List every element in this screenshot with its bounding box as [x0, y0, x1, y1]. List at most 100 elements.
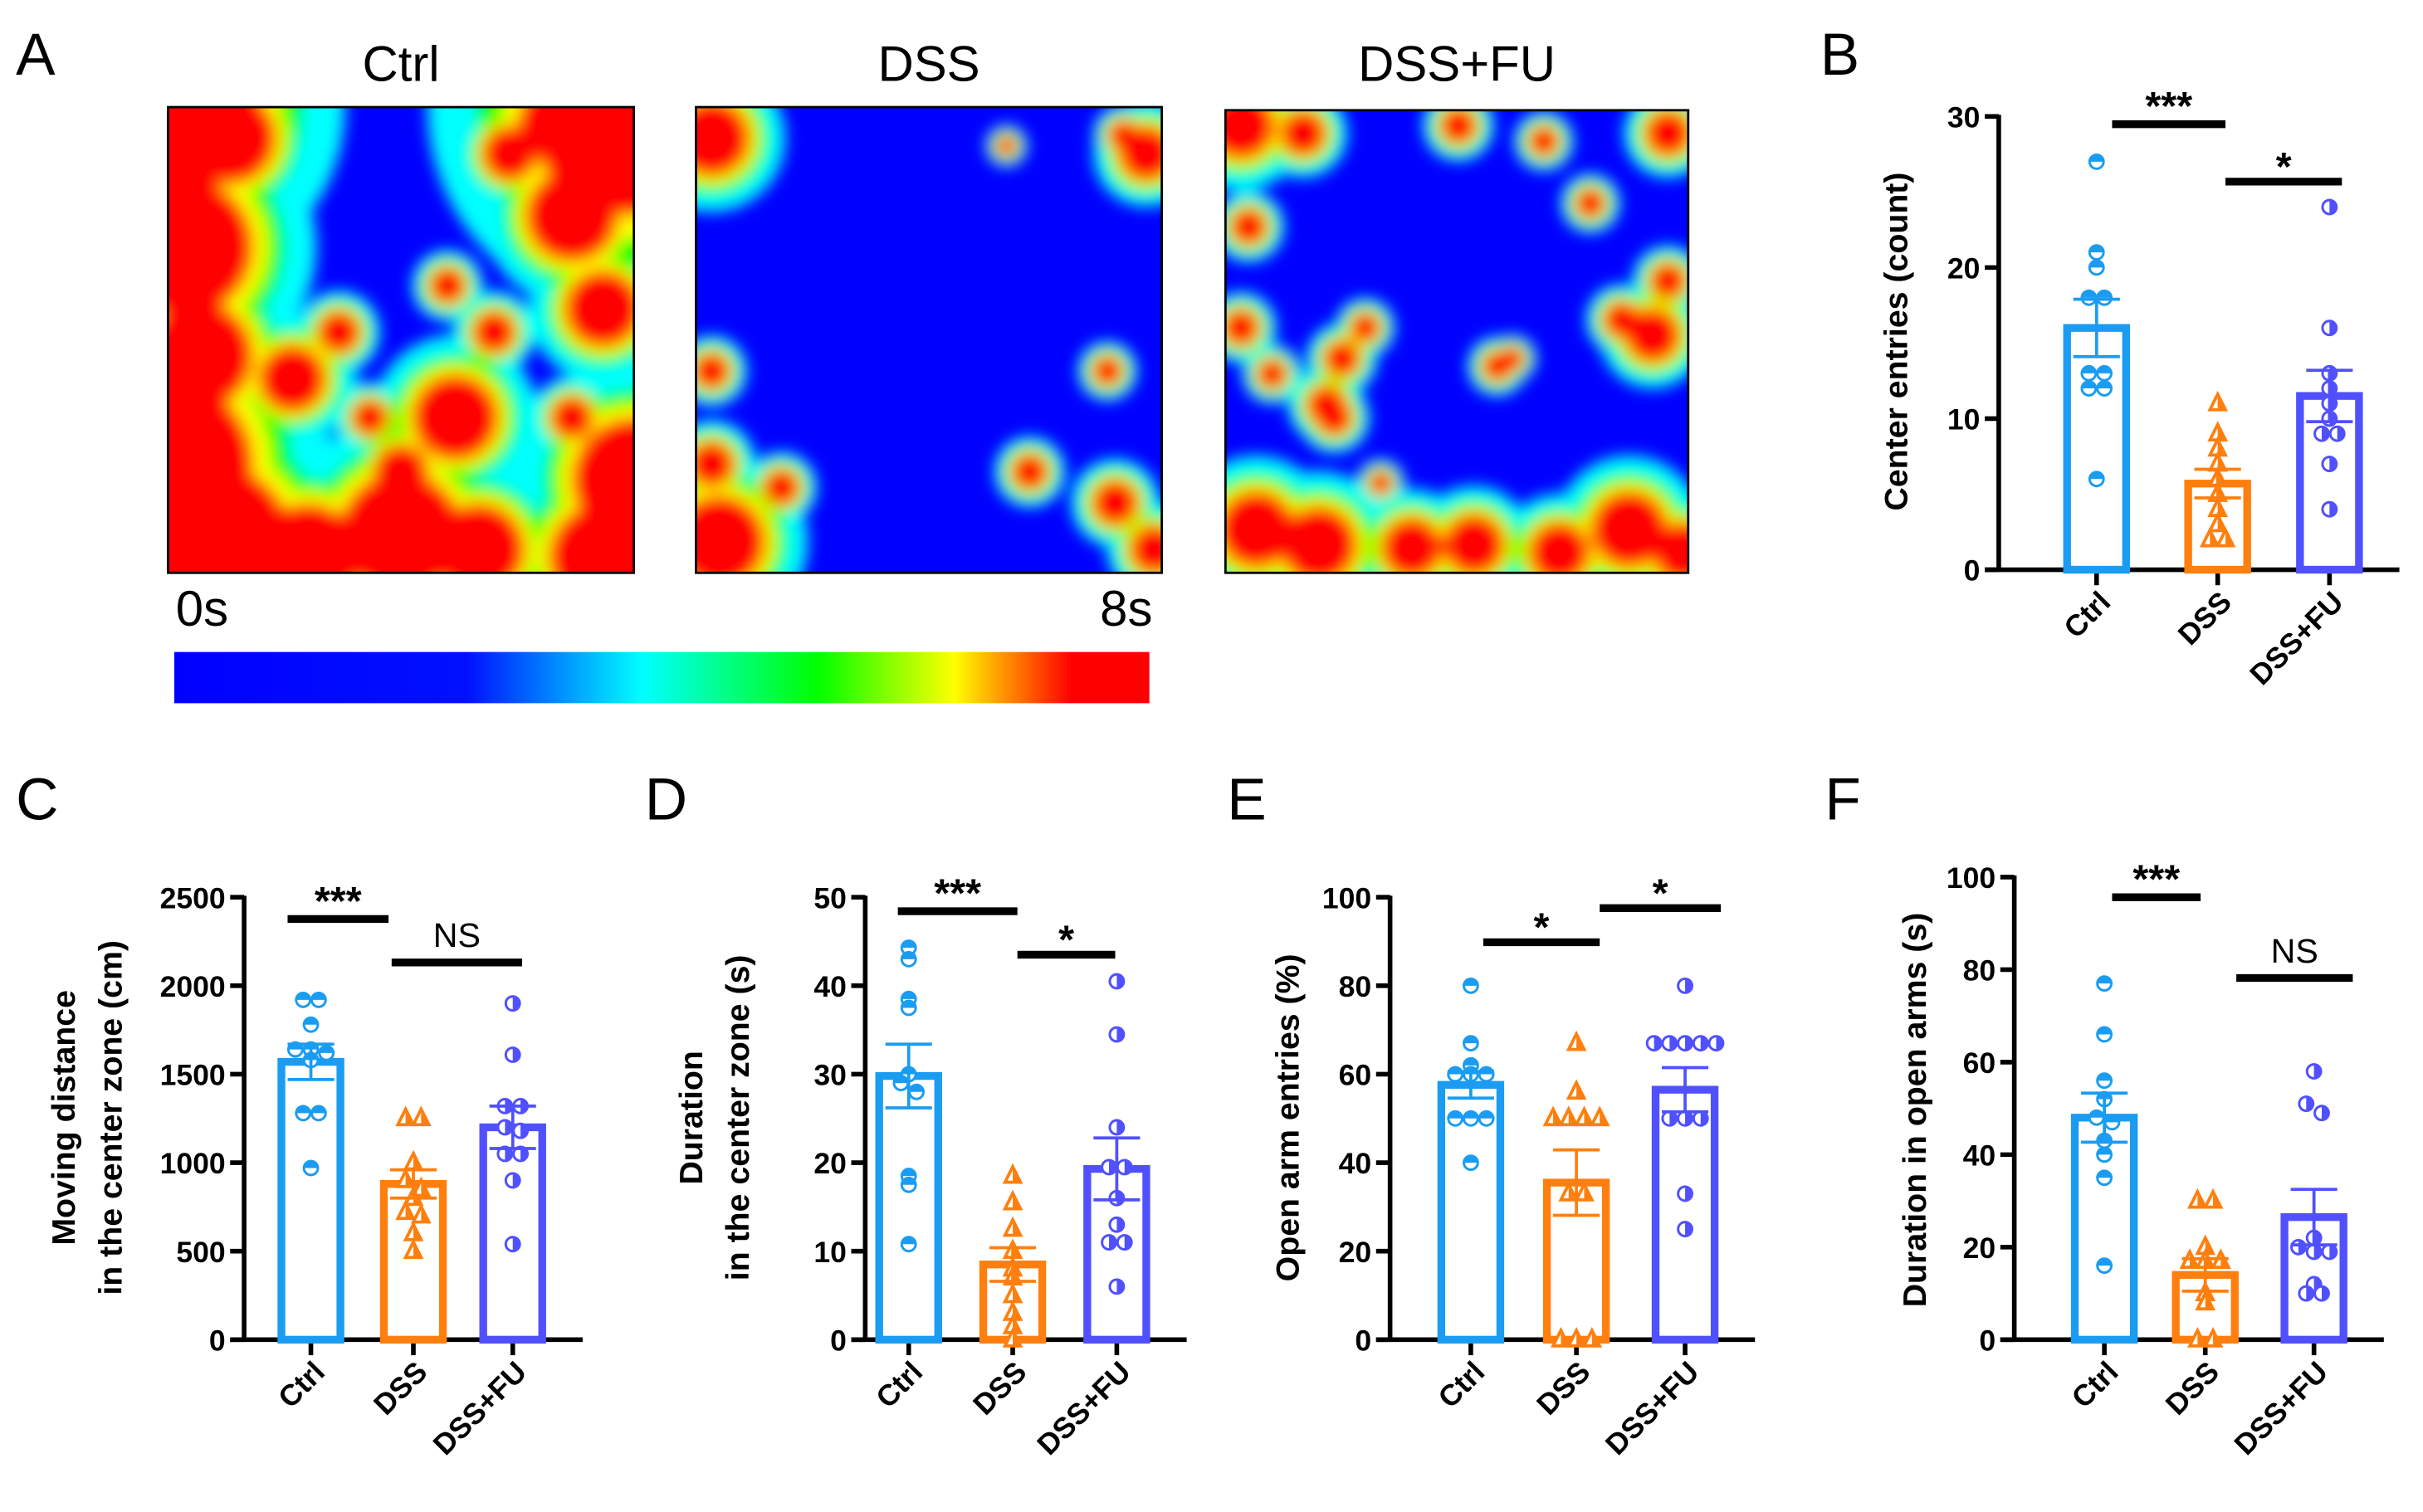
data-point-fill [1669, 1036, 1677, 1051]
x-tick-label: DSS+FU [1031, 1355, 1137, 1461]
heat-blob [995, 134, 1018, 157]
heat-blob [564, 270, 634, 349]
chart-e: E Open arm entries (%) 0 20 40 60 80 100 Ctrl DSS… [1227, 768, 1756, 1461]
data-point-fill [2089, 260, 2104, 268]
heat-blob [1528, 521, 1590, 573]
heatmap-panels: Ctrl DSS DSS+FU [167, 36, 1690, 574]
significance-label: * [1653, 871, 1668, 915]
y-tick-label: 10 [1947, 403, 1981, 437]
heat-blob [1279, 110, 1326, 157]
data-point-fill [2089, 154, 2104, 162]
error-bar [885, 1042, 932, 1110]
bar-dss-fu [1651, 1085, 1719, 1344]
heat-blob [696, 107, 750, 178]
y-tick-label: 60 [1339, 1059, 1372, 1092]
data-point-fill [2322, 427, 2329, 441]
data-point-fill [2105, 1114, 2119, 1123]
y-tick-label: 30 [1947, 100, 1981, 134]
data-point-fill [1700, 1036, 1708, 1051]
data-point-fill [319, 1046, 334, 1053]
data-point-fill [2329, 1245, 2337, 1259]
data-point-fill [1654, 1036, 1662, 1051]
panel-label: F [1825, 768, 1860, 833]
data-point-fill [2097, 1147, 2112, 1155]
data-point-fill [2089, 1110, 2104, 1118]
significance-label: * [1534, 905, 1550, 950]
data-point-fill [405, 1171, 413, 1187]
chart-b: B Center entries (count) 0 10 20 30 Ctrl DSS DSS… [1820, 22, 2400, 691]
panel-label: B [1820, 22, 1859, 88]
y-tick-label: 0 [1979, 1324, 1996, 1357]
heat-blob [1602, 300, 1640, 339]
x-tick-label: DSS [2159, 1355, 2225, 1422]
error-bar [1447, 1070, 1494, 1100]
data-point-fill [1124, 1160, 1132, 1174]
heat-blob [257, 344, 327, 413]
bar-ctrl [875, 1071, 942, 1344]
data-point-fill [1685, 1111, 1693, 1126]
y-tick-label: 60 [1963, 1046, 1996, 1080]
data-point-fill [512, 1047, 520, 1062]
heat-blob [1349, 311, 1381, 344]
heat-blob [550, 396, 594, 440]
data-point-fill [2217, 500, 2226, 516]
heat-blob [1129, 524, 1162, 573]
y-tick-label: 1000 [160, 1147, 226, 1180]
significance-label: *** [2132, 857, 2180, 902]
data-point-fill [2329, 396, 2337, 411]
y-tick-label: 0 [209, 1324, 226, 1357]
heat-blob [1652, 521, 1688, 573]
heat-blob [1323, 339, 1361, 378]
data-point-fill [2205, 1237, 2214, 1254]
y-tick-label: 500 [176, 1236, 225, 1269]
data-point-fill [2329, 381, 2337, 396]
x-tick-label: DSS [966, 1355, 1033, 1422]
x-tick-label: Ctrl [2065, 1355, 2125, 1415]
data-point-fill [505, 1120, 512, 1134]
error-bar [389, 1168, 437, 1200]
data-point-fill [311, 993, 326, 1000]
heat-blob [1011, 453, 1049, 491]
heat-blob [168, 177, 254, 317]
significance-label: NS [433, 916, 481, 954]
significance-label: *** [315, 879, 362, 924]
data-point-fill [1584, 1109, 1592, 1125]
y-tick-label: 30 [813, 1059, 847, 1092]
data-point-fill [901, 1001, 916, 1008]
heatmap-1: Ctrl [167, 36, 636, 574]
panel-label: D [645, 768, 687, 833]
data-point-fill [1685, 1036, 1693, 1051]
heat-blob [1225, 309, 1260, 347]
heat-blob [1256, 358, 1288, 390]
heat-blob [253, 503, 363, 573]
heat-blob [1315, 398, 1353, 437]
data-point-fill [901, 940, 916, 949]
x-tick-label: Ctrl [2058, 585, 2118, 645]
data-point-fill [2329, 502, 2337, 517]
error-bar [1553, 1148, 1600, 1217]
data-point-fill [296, 993, 310, 1000]
data-point-fill [2337, 427, 2345, 441]
data-point-fill [304, 1161, 318, 1168]
data-point-fill [2329, 200, 2337, 214]
x-tick-label: DSS+FU [2228, 1355, 2334, 1461]
data-point-fill [901, 1236, 916, 1245]
data-point-fill [1463, 1155, 1478, 1163]
colorbar [173, 651, 1150, 704]
data-point-fill [1576, 1330, 1585, 1346]
data-point-fill [421, 1206, 429, 1222]
data-point-fill [909, 1085, 924, 1092]
heat-blob [1500, 346, 1526, 372]
significance-label: * [1058, 918, 1074, 963]
data-point-fill [1685, 1222, 1693, 1236]
chart-f: F Duration in open arms (s) 0 20 40 60 80 100 Ct… [1825, 768, 2384, 1461]
error-bar [2194, 467, 2241, 500]
data-point-fill [1463, 1036, 1478, 1044]
y-tick-label: 40 [1963, 1139, 1996, 1172]
data-point-fill [520, 1124, 528, 1139]
y-tick-label: 20 [1339, 1236, 1372, 1269]
heat-blob [183, 107, 277, 185]
heat-blob [373, 444, 429, 500]
data-point-fill [405, 1109, 413, 1125]
